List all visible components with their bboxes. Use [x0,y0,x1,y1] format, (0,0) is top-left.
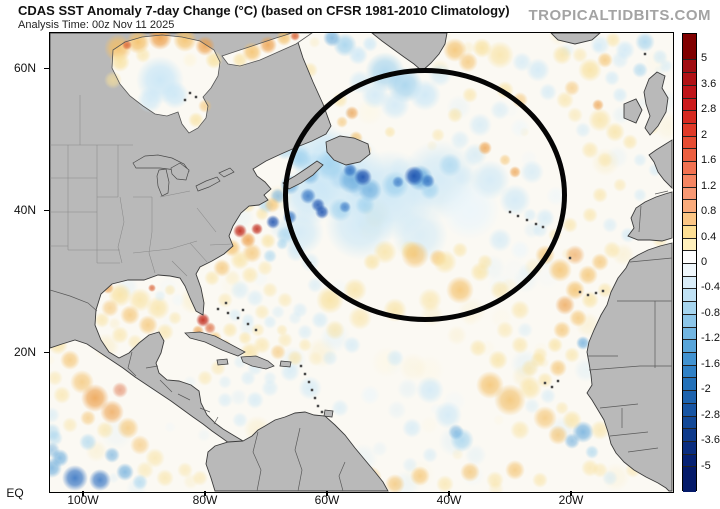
colorbar-segment [683,250,696,263]
colorbar-segment [683,415,696,429]
colorbar-segment [683,199,696,213]
colorbar-segment [683,441,696,454]
colorbar [682,33,697,492]
colorbar-segment [683,262,696,276]
colorbar-segment [683,326,696,340]
colorbar-tick-label: 5 [701,52,708,65]
colorbar-tick-label: -2 [701,383,711,396]
colorbar-tick-label: 0.8 [701,205,717,218]
colorbar-segment [683,339,696,352]
colorbar-segment [683,224,696,238]
colorbar-segment [683,148,696,162]
colorbar-segment [683,212,696,225]
colorbar-segment [683,390,696,403]
lat-tick [44,209,50,211]
colorbar-segment [683,97,696,111]
lat-tick [44,67,50,69]
lon-label: 60W [314,493,340,507]
analysis-time: Analysis Time: 00z Nov 11 2025 [18,19,175,31]
lon-tick [204,491,206,496]
colorbar-segment [683,402,696,416]
colorbar-tick-label: 3.6 [701,77,717,90]
colorbar-segment [683,466,696,492]
colorbar-segment [683,135,696,149]
lon-tick [448,491,450,496]
colorbar-segment [683,275,696,289]
colorbar-tick-label: 2 [701,128,708,141]
lat-tick [44,351,50,353]
colorbar-segment [683,364,696,378]
colorbar-segment [683,186,696,200]
colorbar-segment [683,72,696,85]
colorbar-segment [683,237,696,251]
colorbar-segment [683,110,696,124]
colorbar-segment [683,351,696,365]
lon-label: 40W [436,493,462,507]
colorbar-segment [683,301,696,314]
colorbar-segment [683,428,696,441]
colorbar-tick-label: -0.4 [701,281,720,294]
lon-label: 20W [558,493,584,507]
colorbar-tick-label: -1.6 [701,357,720,370]
map-canvas [50,33,673,492]
colorbar-tick-label: -3.6 [701,434,720,447]
colorbar-segment [683,377,696,391]
colorbar-tick-label: -0.8 [701,306,720,319]
colorbar-segment [683,173,696,187]
colorbar-tick-label: 2.8 [701,103,717,116]
colorbar-segment [683,59,696,73]
colorbar-segment [683,453,696,467]
map-frame [49,32,674,493]
colorbar-segment [683,288,696,302]
lat-label: 60N [13,61,37,75]
colorbar-segment [683,84,696,98]
colorbar-tick-label: 0.4 [701,230,717,243]
colorbar-segment [683,161,696,174]
colorbar-segment [683,123,696,136]
lat-label: EQ [6,486,24,500]
lat-label: 40N [13,203,37,217]
colorbar-tick-label: 1.6 [701,154,717,167]
colorbar-tick-label: -5 [701,459,711,472]
colorbar-tick-label: -2.8 [701,408,720,421]
site-watermark: TROPICALTIDBITS.COM [528,7,711,24]
colorbar-segment [683,313,696,327]
colorbar-tick-label: 0 [701,256,708,268]
lon-tick [326,491,328,496]
lat-label: 20N [13,345,37,359]
lon-tick [570,491,572,496]
lon-tick [82,491,84,496]
lon-label: 80W [192,493,218,507]
page-title: CDAS SST Anomaly 7-day Change (°C) (base… [18,3,510,18]
lon-label: 100W [67,493,99,507]
colorbar-segment [683,34,696,60]
colorbar-tick-label: 1.2 [701,179,717,192]
colorbar-tick-label: -1.2 [701,332,720,345]
